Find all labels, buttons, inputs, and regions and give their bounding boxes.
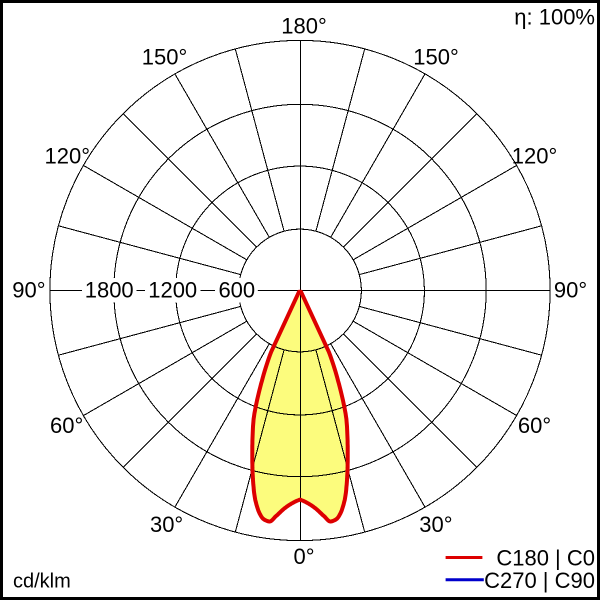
svg-text:90°: 90°	[12, 278, 45, 303]
svg-text:1200: 1200	[148, 278, 197, 303]
svg-text:90°: 90°	[554, 278, 587, 303]
svg-text:30°: 30°	[419, 512, 452, 537]
svg-text:η: 100%: η: 100%	[514, 5, 595, 30]
svg-text:600: 600	[218, 278, 255, 303]
svg-text:60°: 60°	[50, 413, 83, 438]
svg-text:150°: 150°	[413, 44, 459, 69]
svg-text:C180 | C0: C180 | C0	[496, 546, 595, 571]
svg-text:120°: 120°	[512, 143, 558, 168]
svg-text:120°: 120°	[45, 143, 91, 168]
svg-text:180°: 180°	[281, 14, 327, 39]
svg-text:1800: 1800	[85, 278, 134, 303]
svg-text:0°: 0°	[293, 544, 314, 569]
svg-text:150°: 150°	[142, 44, 188, 69]
svg-text:30°: 30°	[150, 512, 183, 537]
svg-text:cd/klm: cd/klm	[13, 571, 71, 593]
svg-text:C270 | C90: C270 | C90	[484, 568, 595, 593]
svg-text:60°: 60°	[518, 413, 551, 438]
